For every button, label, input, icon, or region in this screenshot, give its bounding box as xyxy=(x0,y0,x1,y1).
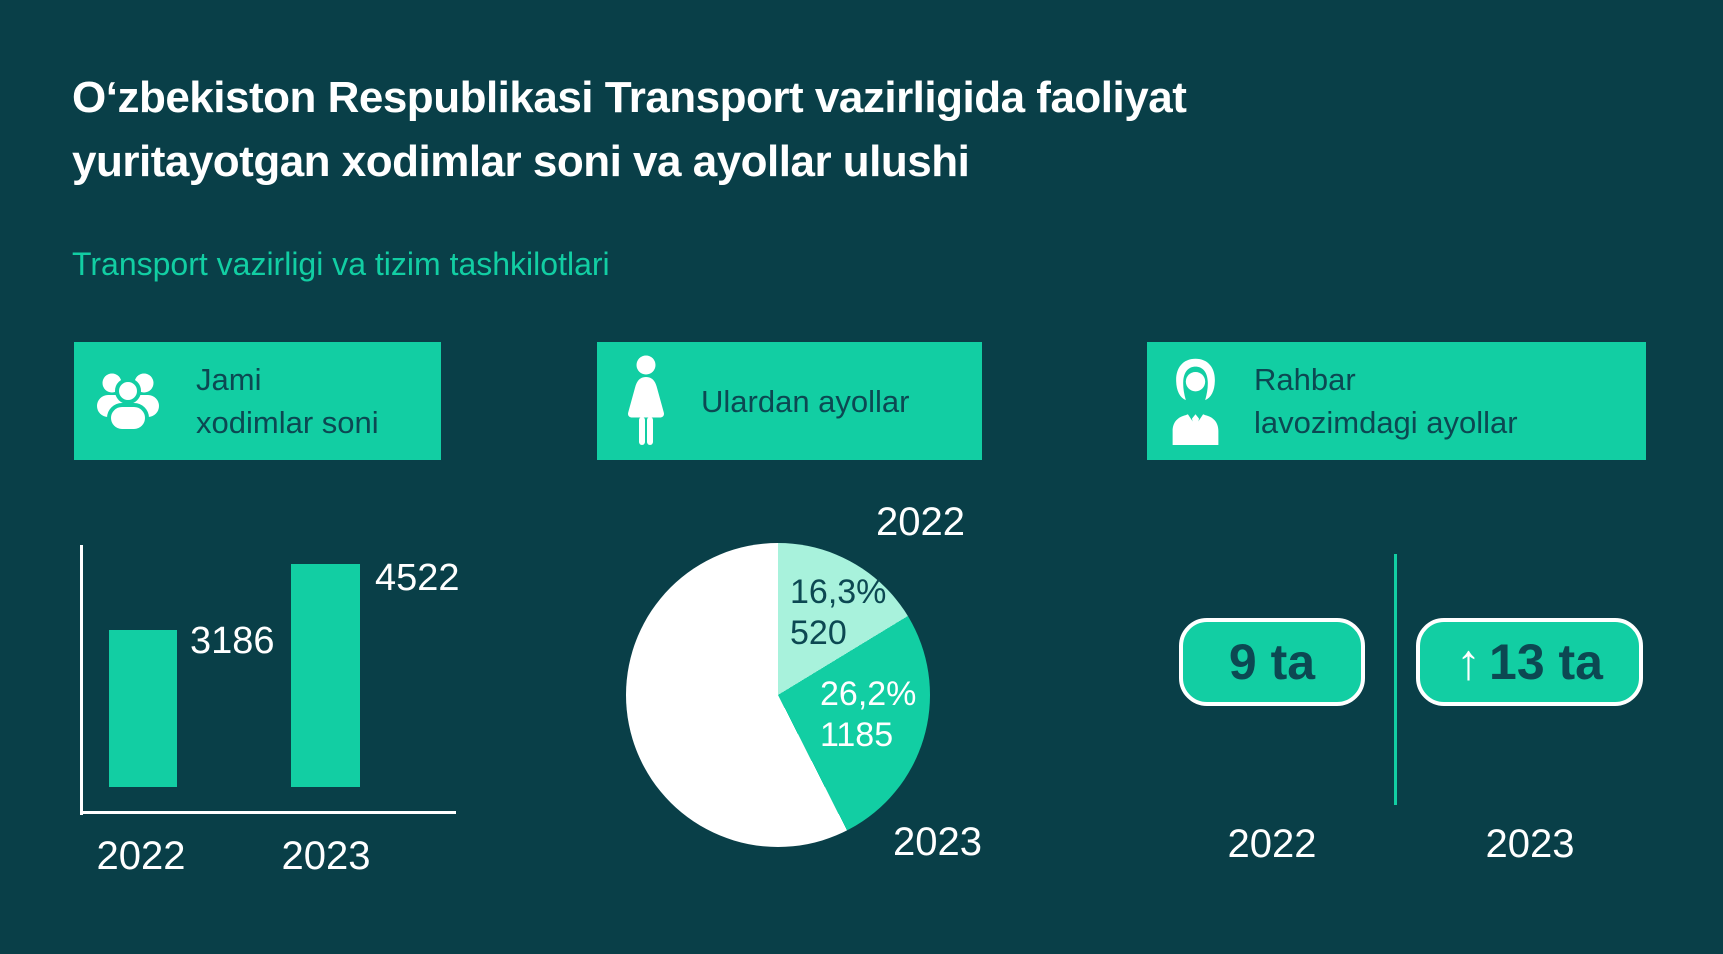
bar-2023 xyxy=(291,564,360,787)
woman-icon xyxy=(628,355,664,445)
card-women-label: Ulardan ayollar xyxy=(701,383,910,419)
businesswoman-icon xyxy=(1172,358,1219,445)
bar-value-2022: 3186 xyxy=(190,620,275,662)
card-total-employees: Jami xodimlar soni xyxy=(74,342,441,460)
bar-year-2023: 2023 xyxy=(281,834,371,878)
pie-year-2023: 2023 xyxy=(893,820,982,864)
card-women-leaders: Rahbar lavozimdagi ayollar xyxy=(1147,342,1646,460)
bar-chart-y-axis xyxy=(80,545,83,815)
pie-label-2023: 26,2% 1185 xyxy=(820,675,917,754)
card-women-leaders-label: Rahbar lavozimdagi ayollar xyxy=(1254,362,1518,440)
page-title-line1: Oʻzbekiston Respublikasi Transport vazir… xyxy=(72,73,1187,122)
pie-year-2022: 2022 xyxy=(876,500,965,544)
up-arrow-icon: ↑ xyxy=(1456,634,1482,690)
bar-year-2022: 2022 xyxy=(96,834,186,878)
people-group-icon xyxy=(97,373,159,431)
page-title: Oʻzbekiston Respublikasi Transport vazir… xyxy=(72,66,1187,194)
leaders-badge-2022: 9 ta xyxy=(1179,618,1365,706)
bar-value-2023: 4522 xyxy=(375,557,460,599)
pie-chart-women-share xyxy=(626,543,930,847)
leaders-year-2023: 2023 xyxy=(1485,822,1575,866)
card-women: Ulardan ayollar xyxy=(597,342,982,460)
page-subtitle: Transport vazirligi va tizim tashkilotla… xyxy=(72,246,610,282)
page-title-line2: yuritayotgan xodimlar soni va ayollar ul… xyxy=(72,137,970,186)
leaders-badge-2023: ↑ 13 ta xyxy=(1416,618,1643,706)
pie-label-2022: 16,3% 520 xyxy=(790,573,887,652)
bar-2022 xyxy=(109,630,177,787)
card-total-employees-label: Jami xodimlar soni xyxy=(196,362,379,440)
leaders-year-2022: 2022 xyxy=(1227,822,1317,866)
leaders-divider xyxy=(1394,554,1397,805)
bar-chart-x-axis xyxy=(80,811,456,814)
